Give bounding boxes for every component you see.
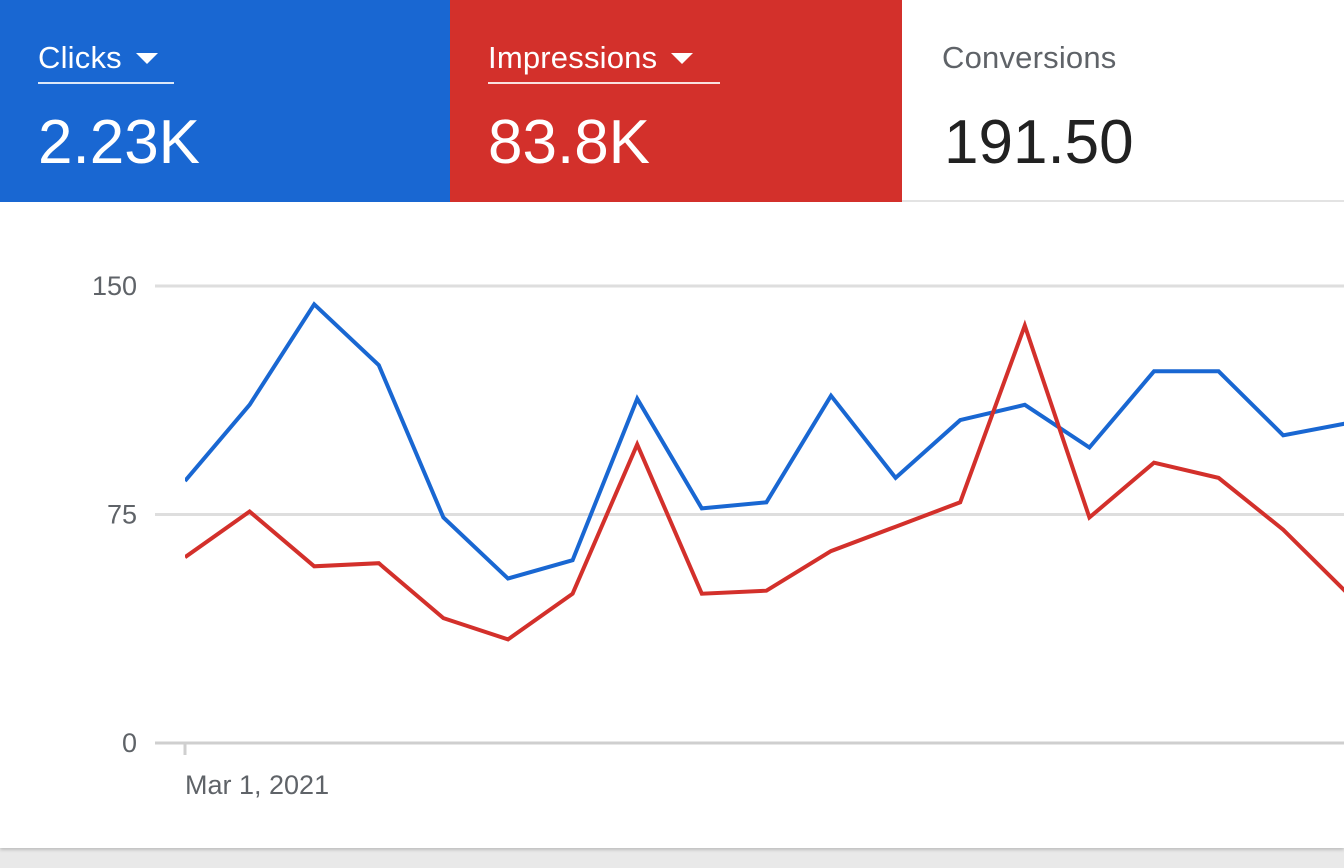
metric-tiles: Clicks 2.23K Impressions 83.8K Conversio… [0,0,1344,202]
performance-card: Clicks 2.23K Impressions 83.8K Conversio… [0,0,1344,848]
y-tick-label: 0 [122,728,137,758]
metric-value: 83.8K [488,108,651,177]
metric-tile-impressions[interactable]: Impressions 83.8K [450,0,902,202]
metric-label: Impressions [488,40,658,75]
y-tick-label: 75 [107,500,137,530]
line-chart: 0 75 150 Mar 1, 2021 [0,202,1344,848]
metric-label: Conversions [942,40,1117,75]
y-tick-label: 150 [92,271,137,301]
dropdown-caret-icon[interactable] [135,52,158,64]
metric-tile-conversions[interactable]: Conversions 191.50 [902,0,1344,202]
x-tick-label: Mar 1, 2021 [185,770,329,800]
metric-tile-clicks[interactable]: Clicks 2.23K [0,0,450,202]
metric-selector-impressions[interactable]: Impressions [488,40,720,84]
dropdown-caret-icon[interactable] [671,52,694,64]
chart-svg: 0 75 150 Mar 1, 2021 [92,271,1344,800]
series-line-clicks [185,301,1344,581]
metric-selector-conversions[interactable]: Conversions [942,40,1117,82]
metric-value: 191.50 [944,108,1134,177]
metric-value: 2.23K [38,108,201,177]
series-line-impressions [185,319,1344,642]
metric-label: Clicks [38,40,122,75]
metric-selector-clicks[interactable]: Clicks [38,40,174,84]
